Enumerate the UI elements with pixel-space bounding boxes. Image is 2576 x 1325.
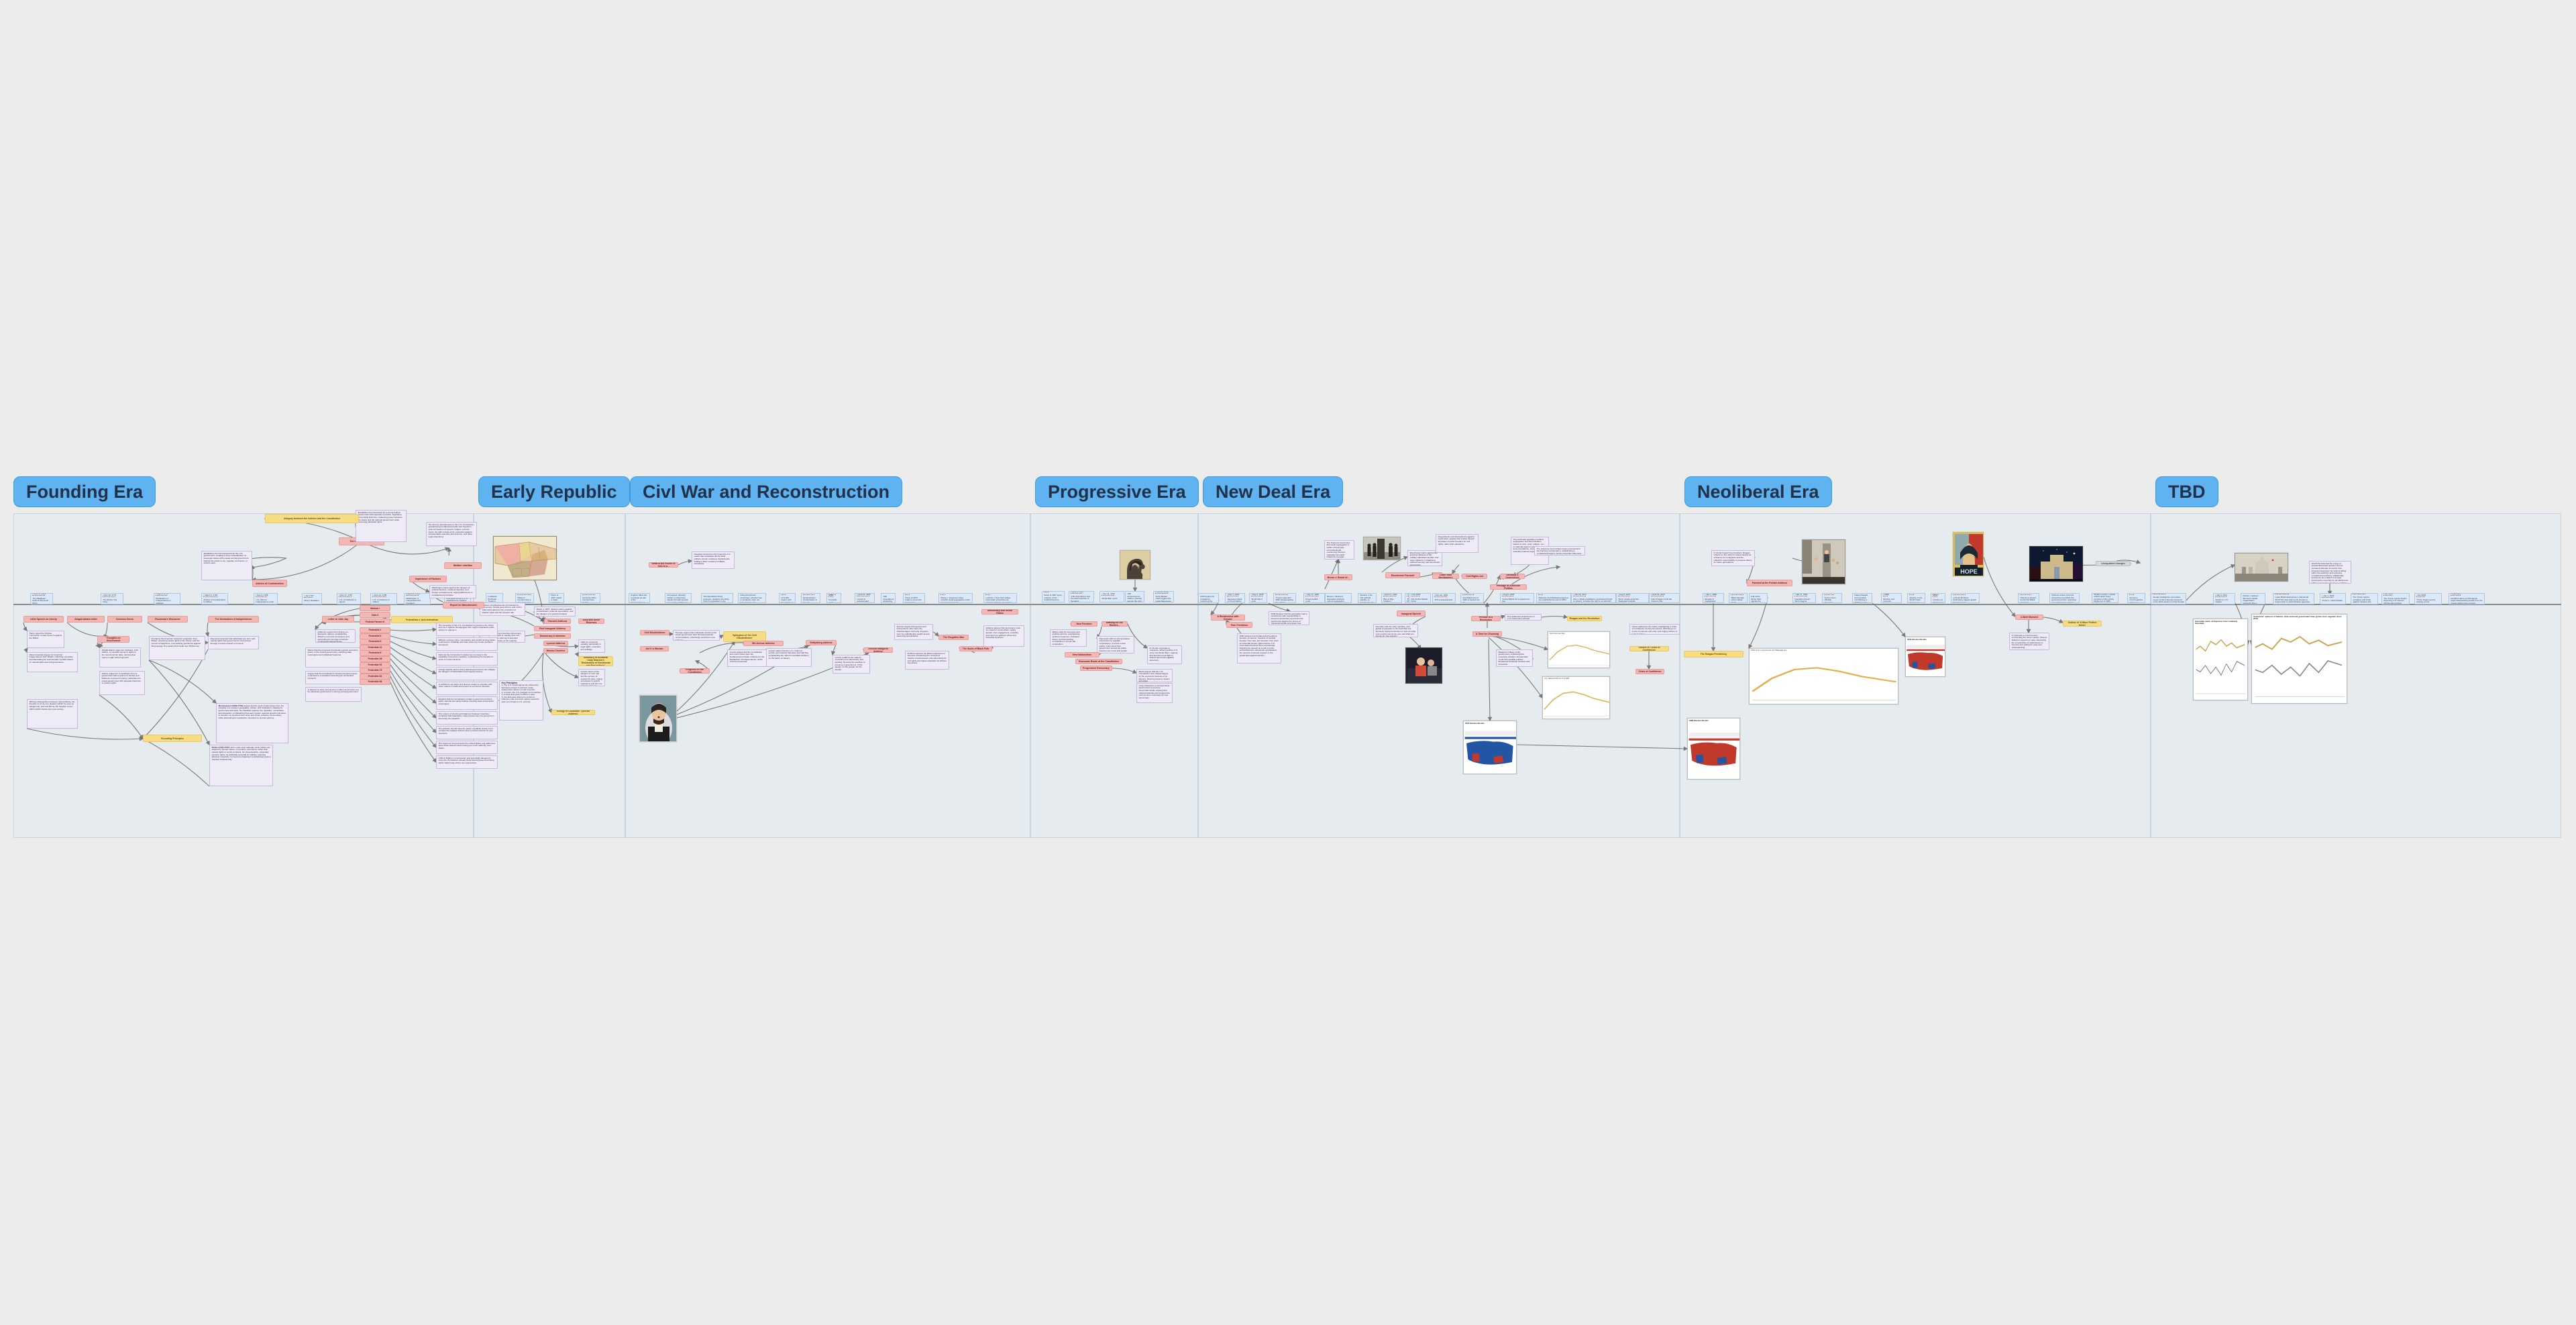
svg-text:HOPE: HOPE — [1960, 568, 1978, 575]
